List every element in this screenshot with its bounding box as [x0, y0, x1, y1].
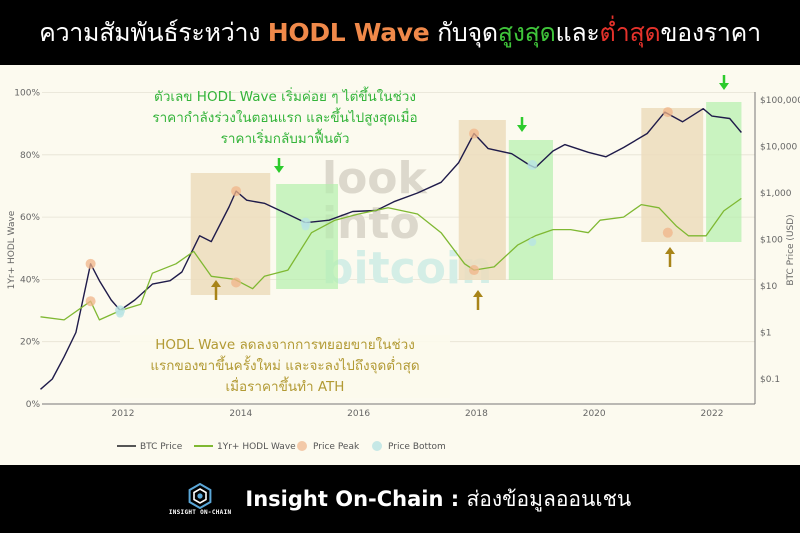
price-bottom-marker — [527, 160, 538, 171]
annotation-top: ตัวเลข HODL Wave เริ่มค่อย ๆ ไต่ขึ้นในช่… — [120, 87, 450, 150]
title-bar: ความสัมพันธ์ระหว่าง HODL Wave กับจุดสูงส… — [0, 0, 800, 65]
price-peak-marker — [469, 128, 480, 139]
y-tick-right: $100 — [760, 236, 783, 246]
watermark-text: into — [322, 198, 420, 249]
title-low-word: ต่ำสุด — [599, 17, 661, 47]
peak-zone — [190, 173, 271, 295]
brand-logo: INSIGHT ON-CHAIN — [168, 482, 232, 516]
arrow-down-icon — [517, 125, 527, 132]
x-tick: 2022 — [701, 409, 724, 419]
logo-text: INSIGHT ON-CHAIN — [168, 508, 232, 516]
x-tick: 2014 — [229, 409, 252, 419]
hodl-bottom-marker — [116, 309, 125, 318]
separator: : — [443, 486, 467, 511]
hodl-peak-marker — [469, 265, 480, 276]
arrow-down-icon — [719, 83, 729, 90]
chart-panel: 0% 20% 40% 60% 80% 100% $0.1 $1 $10 $100 $1,000 $10… — [0, 65, 800, 465]
price-peak-marker — [662, 107, 673, 118]
footer-tagline: Insight On-Chain : ส่องข้อมูลออนเชน — [245, 483, 631, 516]
hodl-wave-line — [40, 197, 742, 321]
legend-btc-label: BTC Price — [140, 442, 183, 452]
hexagon-logo-icon — [188, 482, 212, 509]
y-tick-left: 100% — [14, 89, 40, 99]
legend-bottom-swatch — [372, 441, 382, 451]
annotation-bottom: HODL Wave ลดลงจากการทยอยขายในช่วง แรกของ… — [120, 335, 450, 398]
title-suffix: ของราคา — [660, 17, 761, 47]
hodl-peak-marker — [231, 277, 242, 288]
hodl-bottom-marker — [301, 222, 310, 231]
hodl-wave-chart: 0% 20% 40% 60% 80% 100% $0.1 $1 $10 $100 $1,000 $10… — [7, 75, 800, 452]
price-peak-marker — [85, 258, 96, 269]
peak-zone — [641, 108, 704, 242]
title-highlight: HODL Wave — [267, 17, 430, 47]
x-tick: 2016 — [347, 409, 370, 419]
x-tick: 2012 — [112, 409, 135, 419]
annotation-top-line: ตัวเลข HODL Wave เริ่มค่อย ๆ ไต่ขึ้นในช่… — [154, 89, 416, 105]
y-tick-left: 60% — [20, 213, 40, 223]
hodl-bottom-marker — [528, 238, 537, 247]
y-tick-right: $10,000 — [760, 143, 797, 153]
hodl-peak-marker — [85, 296, 96, 307]
price-peak-marker — [231, 186, 242, 197]
y-tick-left: 80% — [20, 151, 40, 161]
y-tick-right: $1 — [760, 329, 771, 339]
page-title: ความสัมพันธ์ระหว่าง HODL Wave กับจุดสูงส… — [39, 13, 761, 53]
bottom-zone — [276, 184, 338, 289]
annotation-bottom-line: HODL Wave ลดลงจากการทยอยขายในช่วง — [155, 337, 415, 353]
y-tick-left: 40% — [20, 275, 40, 285]
arrow-up-icon — [473, 290, 483, 297]
y-tick-right: $10 — [760, 282, 777, 292]
y-tick-left: 20% — [20, 338, 40, 348]
legend-peak-swatch — [297, 441, 307, 451]
y-axis-label-right: BTC Price (USD) — [786, 214, 796, 285]
tagline: ส่องข้อมูลออนเชน — [466, 486, 632, 511]
x-tick: 2018 — [465, 409, 488, 419]
legend-hodl-label: 1Yr+ HODL Wave — [217, 442, 296, 452]
title-prefix: ความสัมพันธ์ระหว่าง — [39, 17, 268, 47]
annotation-top-line: ราคาเริ่มกลับมาฟื้นตัว — [220, 131, 350, 147]
y-tick-left: 0% — [26, 400, 41, 410]
y-axis-label-left: 1Yr+ HODL Wave — [7, 210, 17, 289]
y-tick-right: $1,000 — [760, 189, 792, 199]
arrow-down-icon — [274, 166, 284, 173]
bottom-zone — [706, 102, 742, 242]
legend-peak-label: Price Peak — [313, 442, 360, 452]
title-high-word: สูงสุด — [497, 17, 556, 47]
y-tick-right: $100,000 — [760, 96, 800, 106]
arrow-up-icon — [665, 247, 675, 254]
annotation-top-line: ราคากำลังร่วงในตอนแรก และขึ้นไปสูงสุดเมื… — [152, 110, 418, 126]
brand-name: Insight On-Chain — [245, 486, 444, 511]
arrow-up-icon — [211, 280, 221, 287]
title-mid: กับจุด — [429, 17, 498, 47]
annotation-bottom-line: เมื่อราคาขึ้นทำ ATH — [225, 379, 345, 395]
footer-bar: INSIGHT ON-CHAIN Insight On-Chain : ส่อง… — [0, 465, 800, 533]
annotation-bottom-line: แรกของขาขึ้นครั้งใหม่ และจะลงไปถึงจุดต่ำ… — [150, 358, 420, 374]
title-and: และ — [555, 17, 600, 47]
legend-bottom-label: Price Bottom — [388, 442, 446, 452]
y-tick-right: $0.1 — [760, 375, 780, 385]
hodl-peak-marker — [662, 227, 673, 238]
peak-zone — [458, 120, 506, 280]
x-tick: 2020 — [583, 409, 606, 419]
